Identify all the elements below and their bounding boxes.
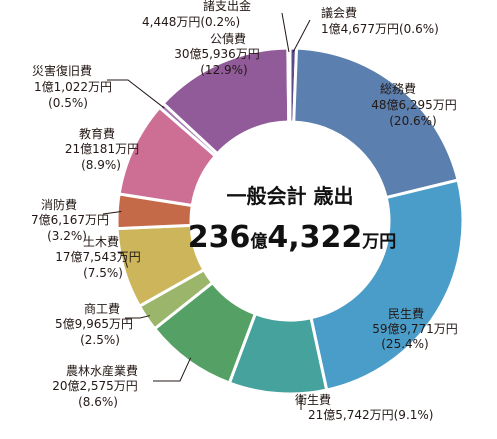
donut-slices xyxy=(115,46,465,396)
label-saigai: 災害復旧費 1億1,022万円 (0.5%) xyxy=(32,63,112,110)
slice-labels: 議会費 1億4,677万円(0.6%) 総務費 48億6,295万円 (20.6%) 民生… xyxy=(31,0,458,422)
slice-pct: (2.5%) xyxy=(80,333,120,347)
slice-amount: 1億1,022万円 xyxy=(34,80,112,94)
slice-pct: (8.6%) xyxy=(78,395,118,409)
slice-amount-pct: 21億5,742万円(9.1%) xyxy=(308,408,433,422)
slice-amount: 7億6,167万円 xyxy=(31,213,109,227)
slice-name: 災害復旧費 xyxy=(32,63,92,78)
slice-pct: (3.2%) xyxy=(47,229,87,243)
slice-name: 教育費 xyxy=(79,126,115,141)
slice-amount: 5億9,965万円 xyxy=(55,317,133,331)
leader-line-shoshishutsu xyxy=(281,12,290,53)
slice-name: 土木費 xyxy=(83,234,119,249)
slice-pct: (20.6%) xyxy=(389,114,436,128)
slice-name: 民生費 xyxy=(388,306,424,321)
slice-amount: 48億6,295万円 xyxy=(371,98,457,112)
slice-amount: 30億5,936万円 xyxy=(174,47,260,61)
center-total: 236億4,322万円 xyxy=(188,220,397,255)
slice-name: 消防費 xyxy=(41,197,77,212)
slice-name: 農林水産業費 xyxy=(66,363,138,378)
slice-pct: (8.9%) xyxy=(81,158,121,172)
slice-amount: 20億2,575万円 xyxy=(52,379,138,393)
center-title: 一般会計 歳出 xyxy=(227,184,354,208)
leader-line-saigai xyxy=(107,79,165,109)
total-oku: 億 xyxy=(250,231,267,252)
leader-line-shobo xyxy=(102,210,122,215)
slice-name: 議会費 xyxy=(321,5,357,20)
slice-pct: (0.5%) xyxy=(48,96,88,110)
slice-name: 諸支出金 xyxy=(203,0,251,13)
slice-amount: 59億9,771万円 xyxy=(372,322,458,336)
slice-amount-pct: 4,448万円(0.2%) xyxy=(142,15,240,29)
leader-line-shoko xyxy=(125,315,151,319)
slice-shoshishutsu xyxy=(286,46,292,124)
slice-name: 公債費 xyxy=(210,31,246,46)
slice-pct: (7.5%) xyxy=(83,266,123,280)
leader-line-gikai xyxy=(292,19,311,53)
label-somu: 総務費 48億6,295万円 (20.6%) xyxy=(371,81,457,128)
label-shoshishutsu: 諸支出金 4,448万円(0.2%) xyxy=(142,0,251,29)
leader-line-norin xyxy=(153,357,192,382)
leader-line-doboku xyxy=(118,252,129,268)
slice-pct: (25.4%) xyxy=(381,337,428,351)
total-number: 236 xyxy=(188,220,251,255)
center-summary: 一般会計 歳出 236億4,322万円 xyxy=(188,184,397,255)
slice-amount: 17億7,543万円 xyxy=(55,250,141,264)
total-unit: 万円 xyxy=(361,232,396,252)
slice-somu xyxy=(292,46,460,200)
slice-name: 商工費 xyxy=(84,301,120,316)
label-gikai: 議会費 1億4,677万円(0.6%) xyxy=(321,5,439,36)
total-rest: 4,322 xyxy=(267,220,362,255)
slice-name: 総務費 xyxy=(380,81,416,96)
slice-name: 衛生費 xyxy=(295,392,331,407)
slice-amount-pct: 1億4,677万円(0.6%) xyxy=(321,22,439,36)
slice-pct: (12.9%) xyxy=(200,63,247,77)
leader-lines xyxy=(102,12,311,410)
slice-minsei xyxy=(309,178,465,392)
slice-amount: 21億181万円 xyxy=(65,142,139,156)
